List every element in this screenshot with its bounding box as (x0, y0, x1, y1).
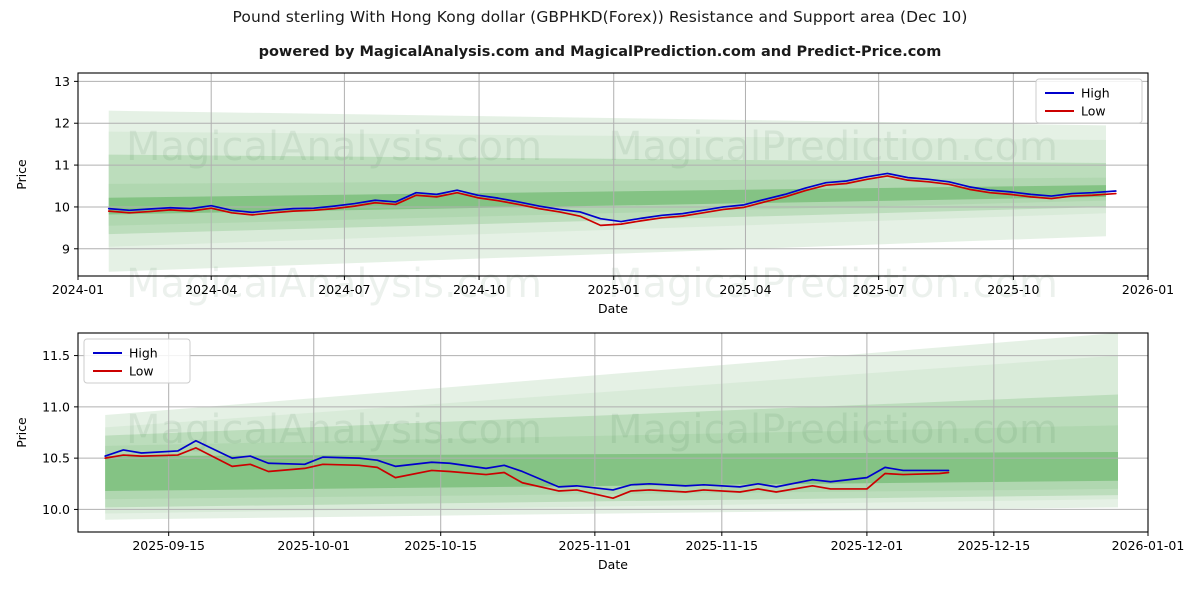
xtick-label: 2026-01 (1122, 282, 1174, 297)
series-group (104, 439, 950, 499)
ytick-label: 12 (54, 116, 70, 131)
watermark-right: MagicalPrediction.com (608, 407, 1058, 453)
xtick-label: 2026-01-01 (1112, 538, 1185, 553)
series-line-high (104, 439, 950, 491)
ytick-label: 11 (54, 158, 70, 173)
series-line-low (104, 447, 950, 499)
ytick-label: 10.5 (42, 451, 70, 466)
xtick-label: 2024-04 (185, 282, 237, 297)
band-core (105, 451, 1118, 491)
y-axis-label: Price (14, 159, 29, 190)
xtick-label: 2025-11-01 (559, 538, 632, 553)
xtick-label: 2025-12-15 (958, 538, 1031, 553)
xtick-label: 2024-10 (453, 282, 505, 297)
xtick-label: 2025-09-15 (132, 538, 205, 553)
x-axis-label: Date (598, 301, 628, 316)
ytick-label: 10 (54, 199, 70, 214)
axes: 10.0 10.5 11.0 11.5 2025-09-15 2025-10-01 2025… (14, 348, 1184, 572)
xtick-label: 2024-07 (318, 282, 370, 297)
y-axis-label: Price (14, 417, 29, 448)
top-chart: MagicalAnalysis.com MagicalPrediction.com… (14, 72, 1174, 316)
watermark-left-lower: MagicalAnalysis.com (126, 261, 542, 307)
legend-label-low: Low (129, 364, 154, 379)
plot-border (77, 72, 1149, 277)
ytick-label: 10.0 (42, 502, 70, 517)
xtick-label: 2025-01 (588, 282, 640, 297)
band-group (108, 110, 1107, 272)
xtick-label: 2025-11-15 (685, 538, 758, 553)
ytick-label: 9 (62, 241, 70, 256)
legend[interactable]: High Low (83, 338, 191, 384)
page-subtitle: powered by MagicalAnalysis.com and Magic… (258, 44, 942, 60)
xtick-label: 2024-01 (52, 282, 104, 297)
legend-label-high: High (1081, 86, 1110, 101)
xtick-label: 2025-10-01 (277, 538, 350, 553)
gridlines (78, 333, 1149, 532)
x-axis-label: Date (598, 557, 628, 572)
legend-label-low: Low (1081, 104, 1106, 119)
xtick-label: 2025-10-15 (404, 538, 477, 553)
ytick-label: 11.0 (42, 399, 70, 414)
ytick-label: 11.5 (42, 348, 70, 363)
watermark-right-lower: MagicalPrediction.com (608, 261, 1058, 307)
page-title: Pound sterling With Hong Kong dollar (GB… (232, 8, 968, 26)
watermark-right: MagicalPrediction.com (608, 124, 1058, 170)
xtick-label: 2025-12-01 (831, 538, 904, 553)
watermark-left: MagicalAnalysis.com (126, 407, 542, 453)
gridlines (77, 73, 1149, 276)
legend[interactable]: High Low (1035, 78, 1143, 124)
watermark-group: MagicalAnalysis.com MagicalPrediction.com (126, 407, 1058, 453)
watermark-group: MagicalAnalysis.com MagicalPrediction.com (126, 124, 1058, 170)
axes: 9 10 11 12 13 2024-01 2024-04 2024-07 2024-10 202… (14, 74, 1174, 316)
legend-label-high: High (129, 346, 158, 361)
bottom-chart: MagicalAnalysis.com MagicalPrediction.com… (14, 332, 1184, 572)
ytick-label: 13 (54, 74, 70, 89)
series-line-high (107, 172, 1117, 223)
plot-border (77, 332, 1149, 533)
series-line-low (107, 175, 1117, 227)
xtick-label: 2025-07 (853, 282, 905, 297)
series-group (107, 172, 1117, 227)
watermark-left: MagicalAnalysis.com (126, 124, 542, 170)
band-group (105, 333, 1118, 520)
xtick-label: 2025-04 (719, 282, 771, 297)
xtick-label: 2025-10 (987, 282, 1039, 297)
